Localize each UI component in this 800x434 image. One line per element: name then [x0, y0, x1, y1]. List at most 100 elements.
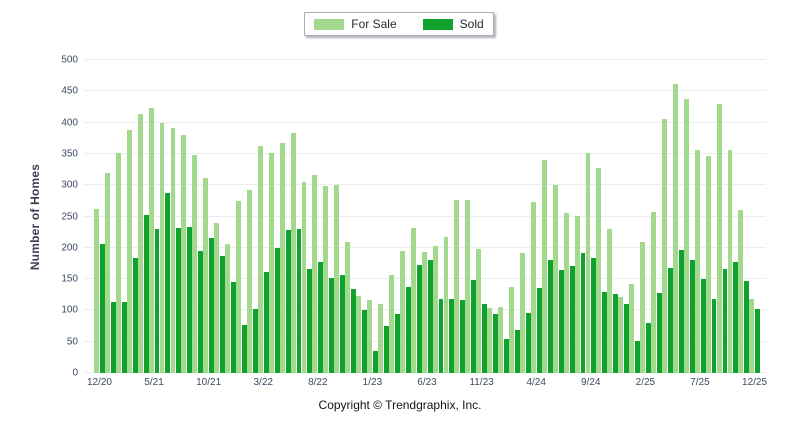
bar-group — [443, 60, 455, 373]
sold-bar — [220, 255, 225, 373]
sold-bar — [165, 192, 171, 373]
sold-bar — [700, 279, 706, 373]
bars-container — [84, 60, 766, 373]
bar-group — [705, 60, 717, 373]
sold-bar — [493, 314, 499, 373]
x-axis-tick-labels: 12/20 5/21 10/21 3/22 8/22 1/23 6/23 11/23 4/24 9… — [84, 377, 767, 391]
sold-bar — [449, 299, 455, 373]
x-axis-tick-label: 9/24 — [581, 377, 601, 388]
y-axis-tick-label: 0 — [72, 367, 78, 379]
for-sale-bar — [356, 296, 362, 373]
bar-group — [268, 60, 280, 373]
bar-group — [574, 60, 586, 373]
bar-group — [530, 60, 542, 373]
plot-area — [84, 59, 766, 373]
y-axis-tick-label: 250 — [61, 211, 78, 222]
sold-bar — [547, 260, 553, 373]
bar-group — [552, 60, 564, 373]
x-axis-tick-label: 7/25 — [690, 377, 710, 388]
sold-bar — [362, 309, 367, 373]
bar-group — [585, 60, 597, 373]
x-axis-tick-label: 4/24 — [526, 377, 546, 388]
bar-group — [716, 60, 728, 373]
bar-group — [257, 60, 269, 373]
bar-group — [727, 60, 739, 373]
for-sale-bar — [312, 174, 318, 373]
for-sale-bar — [705, 156, 711, 373]
sold-bar — [394, 313, 400, 373]
gridline — [84, 246, 766, 248]
for-sale-bar — [225, 244, 231, 373]
for-sale-bar — [334, 184, 340, 373]
for-sale-bar — [246, 189, 252, 373]
for-sale-bar — [530, 202, 536, 373]
copyright-text: Copyright © Trendgraphix, Inc. — [318, 398, 482, 412]
sold-bar — [624, 304, 630, 373]
bar-group — [181, 60, 193, 373]
sold-bar — [318, 261, 324, 373]
for-sale-bar — [509, 287, 514, 373]
sold-bar — [373, 351, 378, 373]
x-axis-tick-label: 10/21 — [196, 377, 222, 388]
y-axis-tick-label: 400 — [61, 117, 78, 129]
for-sale-bar — [465, 200, 471, 373]
for-sale-bar — [443, 236, 449, 373]
sold-bar — [591, 257, 597, 373]
sold-bar — [613, 293, 619, 373]
for-sale-bar — [694, 149, 700, 373]
x-axis-tick-label: 5/21 — [144, 377, 164, 388]
sold-bar — [755, 309, 761, 373]
sold-bar — [209, 237, 215, 373]
x-axis-tick-label: 2/25 — [635, 377, 656, 388]
bar-group — [749, 60, 761, 373]
for-sale-bar — [683, 98, 689, 373]
for-sale-bar — [181, 135, 187, 373]
sold-bar — [416, 264, 422, 373]
bar-group — [629, 60, 641, 373]
bar-group — [104, 60, 116, 373]
sold-bar — [602, 291, 608, 373]
for-sale-bar — [749, 299, 755, 373]
bar-group — [94, 60, 105, 373]
sold-bar — [635, 341, 641, 373]
x-axis-tick-label: 8/22 — [308, 377, 328, 388]
legend-item-sold: Sold — [422, 17, 484, 31]
bar-group — [290, 60, 302, 373]
bar-group — [323, 60, 335, 373]
bar-group — [246, 60, 258, 373]
for-sale-bar — [661, 119, 667, 373]
for-sale-bar — [367, 299, 372, 373]
bar-group — [148, 60, 160, 373]
bar-group — [498, 60, 509, 373]
for-sale-bar — [727, 149, 733, 373]
sold-bar — [231, 281, 236, 373]
bar-group — [520, 60, 531, 373]
sold-bar — [176, 227, 182, 373]
bar-group — [301, 60, 313, 373]
for-sale-bar — [476, 249, 482, 373]
sold-bar — [405, 286, 411, 373]
sold-bar — [471, 279, 477, 373]
bar-group — [345, 60, 357, 373]
legend-item-for-sale: For Sale — [314, 17, 397, 31]
for-sale-bar — [596, 167, 602, 373]
sold-bar — [438, 299, 444, 373]
for-sale-bar — [323, 185, 329, 373]
bar-group — [509, 60, 520, 373]
for-sale-bar — [301, 182, 307, 373]
sold-bar — [241, 324, 247, 373]
for-sale-bar — [585, 153, 591, 373]
sold-bar — [460, 299, 466, 373]
bar-group — [465, 60, 477, 373]
sold-bar — [121, 301, 127, 373]
for-sale-bar — [378, 304, 383, 373]
y-axis-tick-label: 150 — [61, 273, 78, 285]
bar-group — [159, 60, 171, 373]
y-axis-tick-labels: 0 50 100 150 200 250 300 350 400 450 500 — [0, 55, 78, 379]
x-axis-tick-label: 1/23 — [362, 377, 383, 388]
for-sale-bar — [487, 307, 493, 373]
bar-group — [399, 60, 411, 373]
sold-bar — [307, 269, 313, 373]
bar-group — [115, 60, 127, 373]
